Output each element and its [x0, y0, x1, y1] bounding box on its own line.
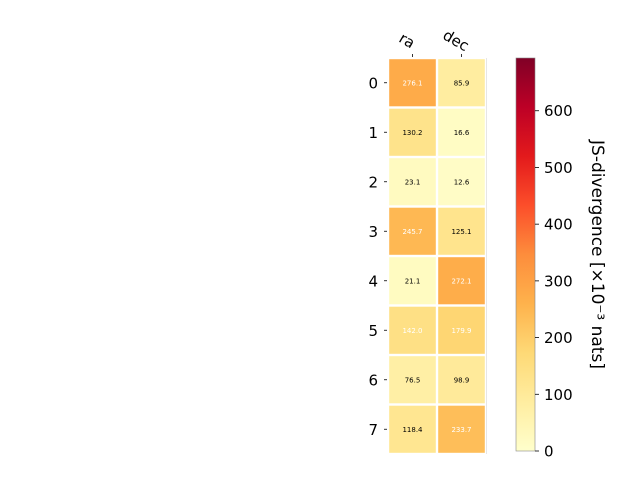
row-label: 7 — [368, 421, 378, 439]
heatmap-cell — [389, 405, 436, 453]
row-label: 1 — [368, 124, 378, 142]
cell-value-label: 98.9 — [454, 376, 470, 384]
heatmap-cell — [438, 158, 485, 206]
cell-value-label: 85.9 — [454, 79, 470, 87]
heatmap-cell — [389, 257, 436, 305]
cell-value-label: 179.9 — [451, 327, 471, 335]
cell-value-label: 23.1 — [405, 178, 421, 186]
heatmap-cell — [438, 306, 485, 354]
colorbar-tick-label: 300 — [544, 272, 573, 290]
colorbar-tick-label: 200 — [544, 329, 573, 347]
heatmap-cells: 276.1 85.9 130.2 16.6 23.1 12.6 245.7 125.1 21.1… — [389, 59, 485, 453]
heatmap-cell — [438, 207, 485, 255]
cell-value-label: 21.1 — [405, 277, 421, 285]
heatmap-cell — [389, 356, 436, 404]
colorbar-tick-label: 0 — [544, 443, 554, 461]
colorbar-tick-label: 600 — [544, 102, 573, 120]
column-label: ra — [396, 29, 418, 52]
row-label: 0 — [368, 74, 378, 92]
cell-value-label: 125.1 — [451, 228, 471, 236]
row-label: 2 — [368, 173, 378, 191]
row-label: 4 — [368, 272, 378, 290]
cell-value-label: 12.6 — [454, 178, 470, 186]
cell-value-label: 233.7 — [451, 426, 471, 434]
column-label: dec — [440, 26, 472, 55]
cell-value-label: 16.6 — [454, 129, 470, 137]
cell-value-label: 142.0 — [402, 327, 422, 335]
colorbar-tick-label: 400 — [544, 216, 573, 234]
cell-value-label: 245.7 — [402, 228, 422, 236]
heatmap-cell — [438, 108, 485, 156]
colorbar-label: JS-divergence [×10⁻³ nats] — [587, 139, 607, 369]
colorbar: 0 100 200 300 400 500 600 JS-divergence [×10⁻³ … — [515, 57, 607, 461]
row-label: 6 — [368, 371, 378, 389]
cell-value-label: 76.5 — [405, 376, 421, 384]
colorbar-tick-label: 500 — [544, 159, 573, 177]
heatmap-cell — [438, 405, 485, 453]
heatmap-cell — [438, 356, 485, 404]
heatmap-cell — [438, 257, 485, 305]
cell-value-label: 130.2 — [402, 129, 422, 137]
cell-value-label: 276.1 — [402, 79, 422, 87]
colorbar-tick-label: 100 — [544, 386, 573, 404]
heatmap-cell — [389, 108, 436, 156]
heatmap-cell — [389, 306, 436, 354]
colorbar-gradient — [515, 57, 536, 452]
heatmap-cell — [438, 59, 485, 107]
heatmap-cell — [389, 207, 436, 255]
heatmap-cell — [389, 59, 436, 107]
heatmap-cell — [389, 158, 436, 206]
cell-value-label: 272.1 — [451, 277, 471, 285]
row-label: 5 — [368, 322, 378, 340]
row-label: 3 — [368, 223, 378, 241]
cell-value-label: 118.4 — [402, 426, 423, 434]
